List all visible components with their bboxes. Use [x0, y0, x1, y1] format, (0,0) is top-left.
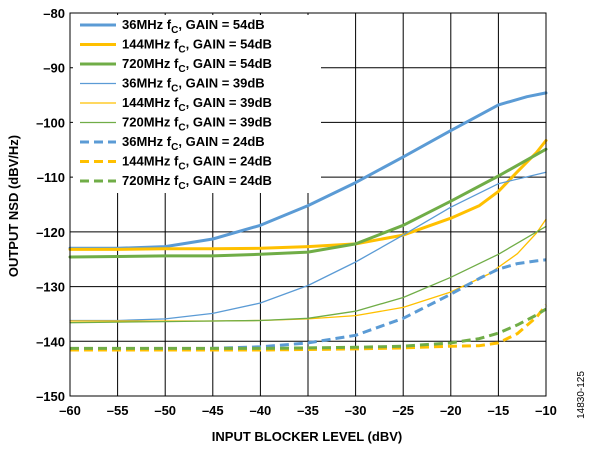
series-line-8: [70, 304, 548, 352]
x-tick-label: –20: [440, 403, 462, 418]
x-tick-label: –25: [392, 403, 414, 418]
series-line-3: [68, 147, 548, 259]
x-tick-label: –10: [535, 403, 557, 418]
x-tick-labels: –60 –55 –50 –45 –40 –35 –30 –25 –20 –15 –10: [59, 403, 557, 418]
legend-entry-label: 720MHz fC, GAIN = 24dB: [122, 173, 272, 192]
legend-entry-label: 144MHz fC, GAIN = 24dB: [122, 154, 272, 173]
series-line-1: [68, 91, 548, 250]
series-line-6: [69, 225, 547, 324]
legend-entry-label: 36MHz fC, GAIN = 54dB: [122, 17, 265, 36]
y-tick-labels: –150 –140 –130 –120 –110 –100 –90 –80: [36, 6, 65, 404]
y-tick-label: –130: [36, 280, 65, 295]
series-line-9: [70, 307, 547, 350]
legend-entry-label: 36MHz fC, GAIN = 39dB: [122, 76, 265, 95]
y-tick-label: –150: [36, 389, 65, 404]
x-tick-label: –15: [488, 403, 510, 418]
x-axis-title: INPUT BLOCKER LEVEL (dBV): [212, 429, 402, 444]
legend-entry-label: 720MHz fC, GAIN = 54dB: [122, 56, 272, 75]
figure-id: 14830-125: [576, 371, 587, 419]
plot-frame: [69, 12, 547, 397]
y-tick-label: –100: [36, 115, 65, 130]
y-axis-title: OUTPUT NSD (dBV/Hz): [6, 135, 21, 277]
series-line-4: [69, 171, 547, 322]
y-tick-label: –90: [43, 61, 65, 76]
legend-entry-label: 144MHz fC, GAIN = 54dB: [122, 37, 272, 56]
series-lines: [68, 91, 548, 352]
x-tick-label: –60: [59, 403, 81, 418]
series-line-2: [68, 139, 548, 251]
legend-entry-label: 36MHz fC, GAIN = 24dB: [122, 134, 265, 153]
x-tick-label: –50: [154, 403, 176, 418]
y-tick-label: –110: [37, 170, 65, 185]
y-tick-label: –80: [43, 6, 65, 21]
legend-entry-label: 720MHz fC, GAIN = 39dB: [122, 115, 272, 134]
x-tick-label: –45: [202, 403, 224, 418]
x-tick-label: –40: [250, 403, 272, 418]
y-tick-label: –140: [36, 334, 65, 349]
x-tick-label: –30: [345, 403, 367, 418]
legend-entry-label: 144MHz fC, GAIN = 39dB: [122, 95, 272, 114]
y-tick-label: –120: [36, 225, 65, 240]
x-tick-label: –55: [107, 403, 129, 418]
x-tick-label: –35: [297, 403, 319, 418]
